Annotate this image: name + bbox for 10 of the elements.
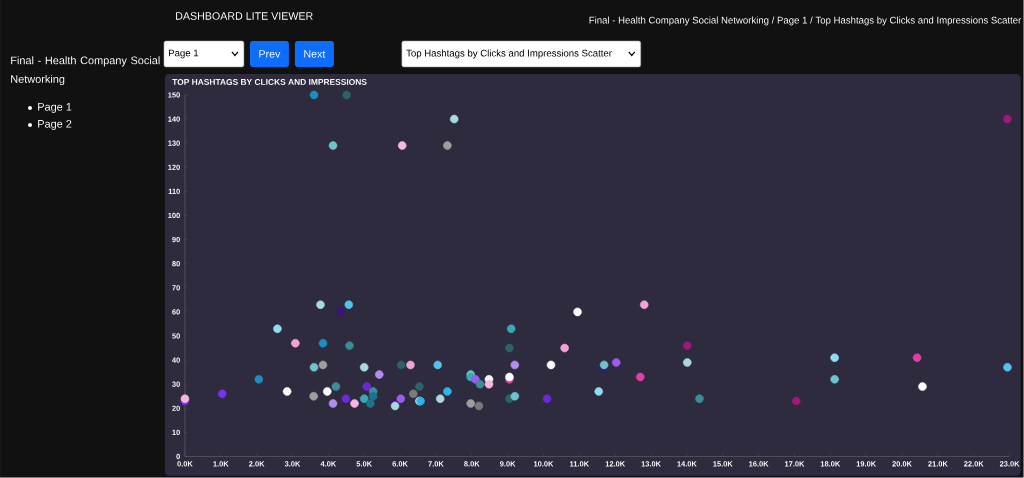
text: Top Hashtags by Clicks and Impressions Scatter <box>406 49 612 59</box>
text: Page 1 <box>169 49 199 59</box>
text: Next <box>304 50 326 58</box>
text: Final - Health Company Social Networking / Page 1 / Top Hashtags by Clicks and Impressions Scatter <box>589 16 1022 26</box>
text: Page 1 <box>38 103 72 113</box>
text: DASHBOARD LITE VIEWER <box>176 12 313 20</box>
text: Final - Health Company Social Networking <box>11 56 160 86</box>
text: Page 2 <box>38 120 72 130</box>
chart-title: TOP HASHTAGS BY CLICKS AND IMPRESSIONS <box>172 79 367 86</box>
text: Prev <box>259 50 281 58</box>
